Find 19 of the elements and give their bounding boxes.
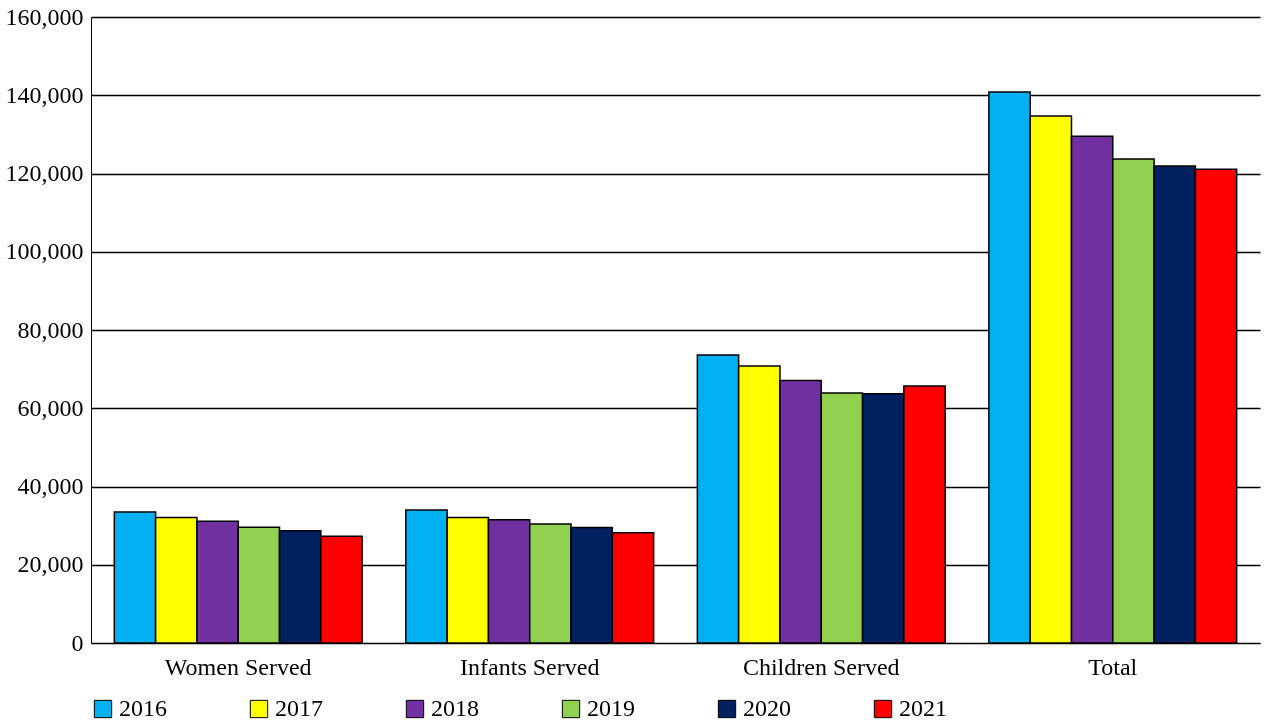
x-tick-label: Infants Served [460, 653, 600, 680]
y-tick-label: 40,000 [17, 473, 84, 499]
y-tick-label: 60,000 [17, 394, 84, 421]
y-tick-label: 0 [71, 629, 84, 656]
legend-label: 2017 [275, 695, 323, 721]
y-tick-label: 80,000 [17, 316, 84, 343]
x-tick-label: Women Served [164, 653, 312, 680]
legend-label: 2018 [431, 695, 479, 721]
y-tick-label: 20,000 [17, 551, 84, 578]
y-tick-label: 140,000 [5, 81, 84, 108]
legend-label: 2016 [119, 695, 167, 721]
y-tick-label: 100,000 [5, 238, 84, 265]
legend-label: 2021 [899, 695, 947, 721]
legend-label: 2019 [587, 695, 635, 721]
y-tick-label: 120,000 [5, 160, 84, 186]
x-tick-label: Children Served [742, 653, 900, 680]
x-tick-label: Total [1088, 653, 1138, 680]
legend-label: 2020 [743, 695, 791, 721]
y-tick-label: 160,000 [5, 3, 84, 30]
